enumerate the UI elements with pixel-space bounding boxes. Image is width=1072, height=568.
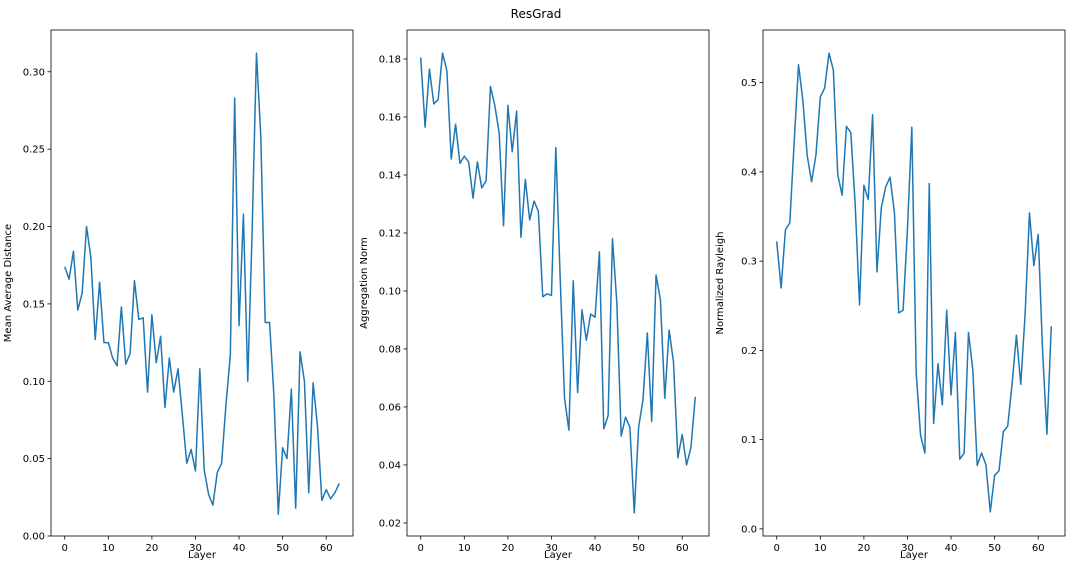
- y-tick-label: 0.16: [379, 112, 401, 123]
- y-tick-label: 0.20: [23, 222, 45, 233]
- x-tick-label: 60: [676, 543, 689, 554]
- axes-frame: [762, 29, 1066, 537]
- y-tick-label: 0.04: [379, 460, 401, 471]
- x-tick-label: 60: [1032, 543, 1045, 554]
- y-tick-label: 0.0: [741, 524, 757, 535]
- x-tick-label: 50: [632, 543, 645, 554]
- y-axis-label: Mean Average Distance: [3, 224, 14, 342]
- x-tick-label: 0: [774, 543, 780, 554]
- x-axis-label: Layer: [188, 550, 217, 561]
- axes-frame: [406, 29, 710, 537]
- x-axis-label: Layer: [544, 550, 573, 561]
- y-tick-label: 0.4: [741, 167, 757, 178]
- panel-normalized-rayleigh: 0 10 20 30 40 50 60 0.0 0.1 0.2 0.3 0.4 0.5 Layer Norm…: [715, 29, 1066, 561]
- y-tick-label: 0.00: [23, 532, 45, 543]
- series-line: [64, 52, 340, 516]
- y-tick-label: 0.2: [741, 346, 757, 357]
- y-tick-label: 0.05: [23, 454, 45, 465]
- x-tick-label: 20: [858, 543, 871, 554]
- y-tick-label: 0.02: [379, 518, 401, 529]
- x-tick-label: 40: [233, 543, 246, 554]
- y-tick-label: 0.10: [379, 286, 401, 297]
- x-tick-label: 40: [945, 543, 958, 554]
- x-tick-label: 30: [901, 543, 914, 554]
- y-tick-label: 0.08: [379, 344, 401, 355]
- y-tick-label: 0.25: [23, 145, 45, 156]
- x-axis-label: Layer: [900, 550, 929, 561]
- y-tick-label: 0.06: [379, 402, 401, 413]
- y-tick-label: 0.18: [379, 54, 401, 65]
- panel-mean-average-distance: 0 10 20 30 40 50 60 0.00 0.05 0.10 0.15 0.20 0.25 0.3…: [3, 29, 354, 561]
- x-tick-label: 0: [418, 543, 424, 554]
- x-tick-label: 30: [189, 543, 202, 554]
- axes-frame: [50, 29, 354, 537]
- x-tick-label: 10: [102, 543, 115, 554]
- x-tick-label: 50: [988, 543, 1001, 554]
- x-tick-label: 10: [814, 543, 827, 554]
- y-tick-label: 0.1: [741, 435, 757, 446]
- panel-aggregation-norm: 0 10 20 30 40 50 60 0.02 0.04 0.06 0.08 0.10 0.12 0.1…: [359, 29, 710, 561]
- y-tick-label: 0.14: [379, 170, 401, 181]
- y-axis-label: Normalized Rayleigh: [715, 231, 726, 334]
- series-line: [775, 52, 1053, 513]
- x-tick-label: 60: [320, 543, 333, 554]
- figure-suptitle: ResGrad: [511, 7, 562, 21]
- x-tick-label: 40: [589, 543, 602, 554]
- series-line: [419, 52, 697, 514]
- y-tick-label: 0.3: [741, 257, 757, 268]
- x-tick-label: 20: [502, 543, 515, 554]
- y-tick-label: 0.15: [23, 299, 45, 310]
- y-tick-label: 0.5: [741, 78, 757, 89]
- x-tick-label: 0: [62, 543, 68, 554]
- y-tick-label: 0.30: [23, 67, 45, 78]
- x-tick-label: 50: [276, 543, 289, 554]
- x-tick-label: 20: [146, 543, 159, 554]
- y-tick-label: 0.12: [379, 228, 401, 239]
- y-tick-label: 0.10: [23, 377, 45, 388]
- y-axis-label: Aggregation Norm: [359, 237, 370, 329]
- x-tick-label: 10: [458, 543, 471, 554]
- x-tick-label: 30: [545, 543, 558, 554]
